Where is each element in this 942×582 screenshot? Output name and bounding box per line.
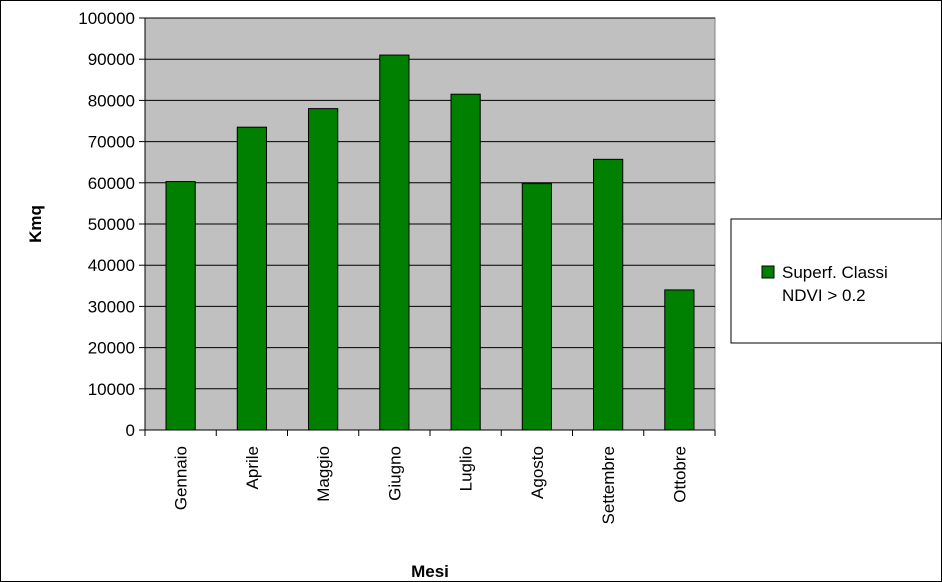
x-tick-label: Maggio: [314, 446, 333, 502]
y-tick-label: 100000: [78, 9, 135, 28]
x-axis-title: Mesi: [411, 562, 449, 581]
legend-label-line1: Superf. Classi: [782, 263, 888, 282]
bar-maggio: [308, 108, 339, 431]
y-tick-label: 90000: [88, 50, 135, 69]
y-axis-title: Kmq: [26, 205, 45, 243]
bar-gennaio: [165, 181, 196, 431]
bar-giugno: [379, 54, 410, 431]
legend-box: [730, 218, 942, 344]
x-tick-label: Luglio: [457, 446, 476, 491]
y-tick-label: 60000: [88, 174, 135, 193]
y-tick-label: 50000: [88, 215, 135, 234]
y-tick-label: 0: [126, 421, 135, 440]
bar-ottobre: [664, 289, 695, 431]
bar-agosto: [521, 183, 552, 431]
x-axis-ticks: Gennaio Aprile Maggio Giugno Luglio Agosto Set…: [144, 430, 716, 524]
y-tick-label: 30000: [88, 297, 135, 316]
bar-luglio: [450, 93, 481, 431]
bar-aprile: [236, 126, 267, 431]
bar-settembre: [593, 158, 624, 431]
x-tick-label: Giugno: [385, 446, 404, 501]
y-tick-label: 70000: [88, 133, 135, 152]
x-tick-label: Gennaio: [172, 446, 191, 510]
x-tick-label: Settembre: [599, 446, 618, 524]
x-tick-label: Agosto: [528, 446, 547, 499]
y-tick-label: 20000: [88, 339, 135, 358]
legend-swatch: [761, 265, 775, 279]
x-tick-label: Aprile: [243, 446, 262, 489]
y-tick-label: 80000: [88, 91, 135, 110]
y-axis-ticks: 0 10000 20000 30000 40000 50000 60000 70000 8000…: [78, 9, 145, 440]
y-tick-label: 10000: [88, 380, 135, 399]
x-tick-label: Ottobre: [670, 446, 689, 503]
legend: Superf. Classi NDVI > 0.2: [730, 218, 942, 344]
legend-label-line2: NDVI > 0.2: [782, 286, 866, 305]
y-tick-label: 40000: [88, 256, 135, 275]
